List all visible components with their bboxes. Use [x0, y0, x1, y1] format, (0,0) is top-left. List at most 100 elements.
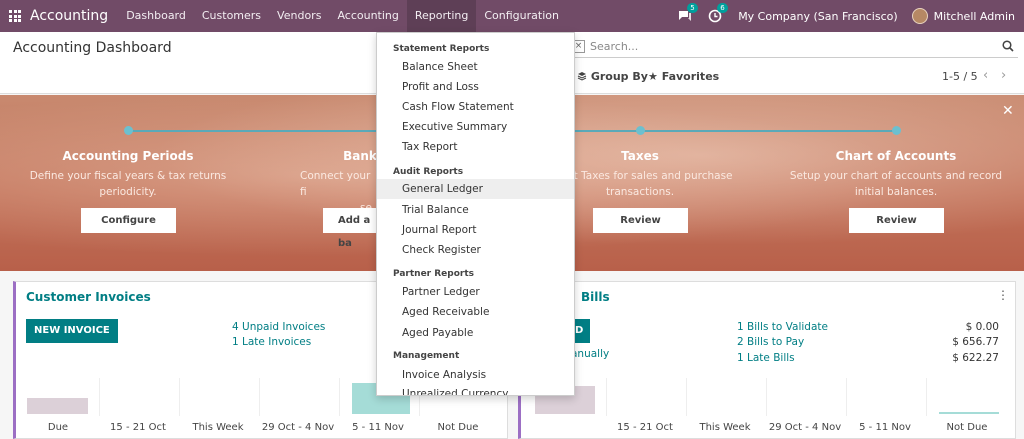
chart-gridline: [339, 378, 340, 416]
step-desc-line: efault Taxes for sales and purchase: [547, 170, 733, 182]
chart-gridline: [846, 378, 847, 416]
bills-to-validate-link[interactable]: 1 Bills to Validate: [737, 321, 828, 333]
step-desc-line: periodicity.: [99, 186, 157, 198]
amount-to-pay: $ 656.77: [952, 336, 999, 348]
step-desc-taxes: efault Taxes for sales and purchase tran…: [530, 168, 750, 200]
messages-button[interactable]: 5: [678, 3, 698, 23]
axis-label: This Week: [192, 422, 244, 433]
menu-item-unrealized-gains[interactable]: Unrealized Currency Gains/Losses: [402, 388, 509, 396]
chart-gridline: [926, 378, 927, 416]
menu-accounting[interactable]: Accounting: [337, 9, 399, 22]
axis-label: 15 - 21 Oct: [110, 422, 166, 433]
menu-item-journal-report[interactable]: Journal Report: [402, 224, 477, 236]
step-dot: [124, 126, 133, 135]
search-icon[interactable]: [1002, 40, 1014, 52]
chart-gridline: [259, 378, 260, 416]
chart-gridline: [686, 378, 687, 416]
review-taxes-button[interactable]: Review: [593, 208, 688, 233]
chart-gridline: [606, 378, 607, 416]
apps-grid-icon[interactable]: [9, 10, 21, 22]
user-avatar[interactable]: [911, 8, 928, 24]
chart-gridline: [99, 378, 100, 416]
bills-to-pay-link[interactable]: 2 Bills to Pay: [737, 336, 805, 348]
layers-icon: [577, 72, 587, 81]
menu-item-invoice-analysis[interactable]: Invoice Analysis: [402, 369, 487, 381]
menu-item-balance-sheet[interactable]: Balance Sheet: [402, 61, 478, 73]
step-desc-chart: Setup your chart of accounts and record …: [786, 168, 1006, 200]
chart-gridline: [179, 378, 180, 416]
company-switcher[interactable]: My Company (San Francisco): [738, 9, 898, 23]
chart-bar-due[interactable]: [27, 398, 88, 414]
axis-label: Not Due: [437, 422, 479, 433]
step-desc-line: Connect your fi: [300, 170, 371, 198]
section-header-partner: Partner Reports: [393, 269, 475, 279]
star-icon: ★: [648, 70, 658, 83]
menu-item-tax-report[interactable]: Tax Report: [402, 141, 458, 153]
late-invoices-link[interactable]: 1 Late Invoices: [232, 336, 312, 348]
menu-item-aged-receivable[interactable]: Aged Receivable: [402, 306, 490, 318]
menu-item-trial-balance[interactable]: Trial Balance: [402, 204, 469, 216]
step-title-chart: Chart of Accounts: [835, 149, 957, 163]
menu-customers[interactable]: Customers: [201, 9, 262, 22]
page-title: Accounting Dashboard: [13, 40, 172, 56]
chart-gridline: [419, 378, 420, 416]
chevron-right-icon[interactable]: ›: [1001, 68, 1007, 83]
menu-item-profit-loss[interactable]: Profit and Loss: [402, 81, 479, 93]
step-dot: [892, 126, 901, 135]
chart-gridline: [766, 378, 767, 416]
chevron-left-icon[interactable]: ‹: [983, 68, 989, 83]
search-bar[interactable]: × Search...: [572, 38, 1018, 58]
new-invoice-button[interactable]: NEW INVOICE: [26, 319, 118, 343]
card-title[interactable]: Customer Invoices: [26, 290, 151, 304]
axis-label: 15 - 21 Oct: [617, 422, 673, 433]
card-title[interactable]: Bills: [581, 290, 610, 304]
axis-label: 5 - 11 Nov: [352, 422, 404, 433]
upload-bill-button[interactable]: D: [571, 319, 590, 343]
clock-icon: [708, 9, 722, 23]
review-chart-button[interactable]: Review: [849, 208, 944, 233]
create-manually-link[interactable]: anually: [571, 348, 610, 360]
menu-item-check-register[interactable]: Check Register: [402, 244, 481, 256]
step-title-bank: Bank: [343, 149, 377, 163]
menu-dashboard[interactable]: Dashboard: [126, 9, 186, 22]
step-desc-line: Setup your chart of accounts and record: [789, 170, 1003, 182]
section-header-audit: Audit Reports: [393, 167, 464, 177]
axis-label: 29 Oct - 4 Nov: [768, 422, 842, 433]
menu-item-executive-summary[interactable]: Executive Summary: [402, 121, 508, 133]
activities-count-badge: 6: [717, 3, 728, 13]
group-by-button[interactable]: Group By: [577, 70, 648, 83]
axis-label: 5 - 11 Nov: [859, 422, 911, 433]
menu-reporting[interactable]: Reporting: [406, 0, 477, 32]
unpaid-invoices-link[interactable]: 4 Unpaid Invoices: [232, 321, 326, 333]
activities-button[interactable]: 6: [708, 3, 728, 23]
axis-label: This Week: [699, 422, 751, 433]
step-desc-line: Define your fiscal years & tax returns: [29, 170, 227, 182]
menu-item-aged-payable[interactable]: Aged Payable: [402, 327, 474, 339]
step-title-periods: Accounting Periods: [62, 149, 194, 163]
app-brand[interactable]: Accounting: [30, 8, 109, 24]
pager-value[interactable]: 1-5 / 5: [942, 70, 978, 83]
close-icon[interactable]: ✕: [1002, 103, 1014, 119]
menu-item-partner-ledger[interactable]: Partner Ledger: [402, 286, 480, 298]
late-bills-link[interactable]: 1 Late Bills: [737, 352, 795, 364]
add-bank-button[interactable]: Add a ba: [323, 208, 377, 249]
menu-configuration[interactable]: Configuration: [484, 9, 559, 22]
user-menu[interactable]: Mitchell Admin: [933, 9, 1015, 23]
top-navbar: Accounting Dashboard Customers Vendors A…: [0, 0, 1024, 32]
chat-icon: [679, 11, 692, 21]
axis-label: Not Due: [946, 422, 988, 433]
step-desc-line: transactions.: [605, 186, 675, 198]
section-header-management: Management: [393, 351, 460, 361]
favorites-button[interactable]: ★ Favorites: [648, 70, 719, 83]
search-input[interactable]: Search...: [590, 40, 639, 53]
vendor-bills-card: Bills ⋮ D anually 1 Bills to Validate 2 …: [518, 281, 1016, 439]
step-dot: [636, 126, 645, 135]
reporting-dropdown: Statement Reports Balance Sheet Profit a…: [376, 32, 575, 396]
menu-vendors[interactable]: Vendors: [277, 9, 322, 22]
kebab-menu-icon[interactable]: ⋮: [997, 288, 1009, 302]
configure-button[interactable]: Configure: [81, 208, 176, 233]
axis-label: Due: [47, 422, 69, 433]
chart-bar-not-due[interactable]: [939, 412, 999, 414]
menu-item-general-ledger[interactable]: General Ledger: [377, 179, 574, 199]
menu-item-cash-flow[interactable]: Cash Flow Statement: [402, 101, 514, 113]
